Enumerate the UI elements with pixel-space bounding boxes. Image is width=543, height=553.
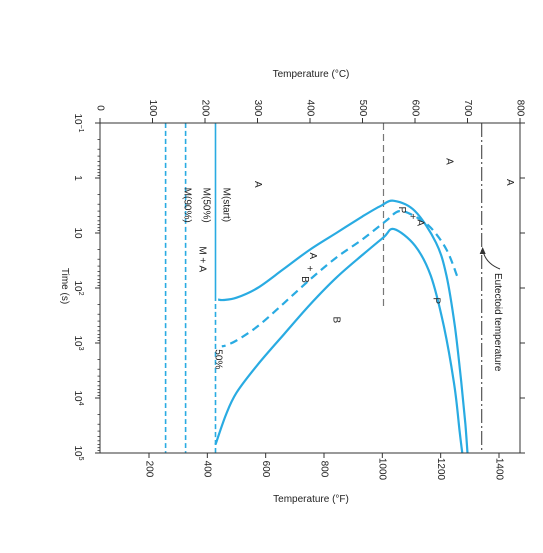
time-axis-tick-label: 10 bbox=[72, 227, 83, 239]
bottom-axis-title: Temperature (°F) bbox=[273, 494, 349, 505]
top-axis-tick-label: 800 bbox=[514, 100, 525, 117]
top-axis-tick-label: 600 bbox=[409, 100, 420, 117]
top-axis-title: Temperature (°C) bbox=[273, 69, 350, 80]
region-label: A bbox=[252, 181, 263, 188]
time-axis-title: Time (s) bbox=[59, 268, 70, 304]
region-label: P bbox=[430, 297, 441, 304]
top-axis-tick-label: 400 bbox=[304, 100, 315, 117]
bottom-axis-tick-label: 600 bbox=[260, 461, 271, 478]
time-axis-tick-label: 103 bbox=[72, 335, 84, 350]
ticks-layer: 0 100 200 300 400 500 600 700 800 200 400 600 800 100… bbox=[72, 100, 525, 481]
bottom-axis-tick-label: 400 bbox=[202, 461, 213, 478]
top-axis-tick-label: 200 bbox=[199, 100, 210, 117]
eutectoid-pointer bbox=[482, 248, 501, 270]
region-label: A bbox=[443, 158, 454, 165]
region-label: M + A bbox=[197, 246, 208, 272]
axis-titles: Temperature (°C) Temperature (°F) Time (… bbox=[59, 69, 349, 505]
time-axis-tick-label: 105 bbox=[72, 445, 84, 460]
region-label: + bbox=[407, 214, 418, 220]
top-axis-tick-label: 700 bbox=[462, 100, 473, 117]
ttt-curve-3 bbox=[214, 227, 464, 454]
bottom-axis-tick-label: 1200 bbox=[435, 458, 446, 481]
top-axis-tick-label: 500 bbox=[357, 100, 368, 117]
region-label: + bbox=[303, 265, 314, 271]
time-axis-tick-label: 102 bbox=[72, 280, 84, 295]
bottom-axis-tick-label: 1400 bbox=[493, 458, 504, 481]
region-label: B bbox=[299, 276, 310, 283]
ttt-curve-2 bbox=[221, 209, 459, 348]
top-axis-tick-label: 300 bbox=[252, 100, 263, 117]
region-label: P bbox=[396, 207, 407, 214]
bottom-axis-tick-label: 800 bbox=[318, 461, 329, 478]
plot-frame bbox=[99, 122, 521, 454]
curve-label: M(50%) bbox=[200, 188, 211, 223]
curve-label: 50% bbox=[213, 349, 224, 369]
curve-label: M(90%) bbox=[182, 188, 193, 223]
region-label: A bbox=[307, 252, 318, 259]
bottom-axis-tick-label: 200 bbox=[143, 461, 154, 478]
region-label: A bbox=[504, 179, 515, 186]
top-axis-tick-label: 100 bbox=[147, 100, 158, 117]
region-label: B bbox=[331, 317, 342, 324]
top-axis-tick-label: 0 bbox=[94, 105, 105, 111]
eutectoid-label: Eutectoid temperature bbox=[492, 273, 503, 372]
time-axis-tick-label: 10−1 bbox=[72, 113, 84, 132]
curves-layer bbox=[164, 123, 483, 454]
ttt-curve-1 bbox=[217, 199, 469, 454]
time-axis-tick-label: 104 bbox=[72, 390, 84, 405]
region-label: A bbox=[415, 219, 426, 226]
time-axis-tick-label: 1 bbox=[72, 175, 83, 181]
curve-label: M(start) bbox=[220, 188, 231, 222]
eutectoid-arrowhead bbox=[479, 247, 486, 254]
bottom-axis-tick-label: 1000 bbox=[377, 458, 388, 481]
